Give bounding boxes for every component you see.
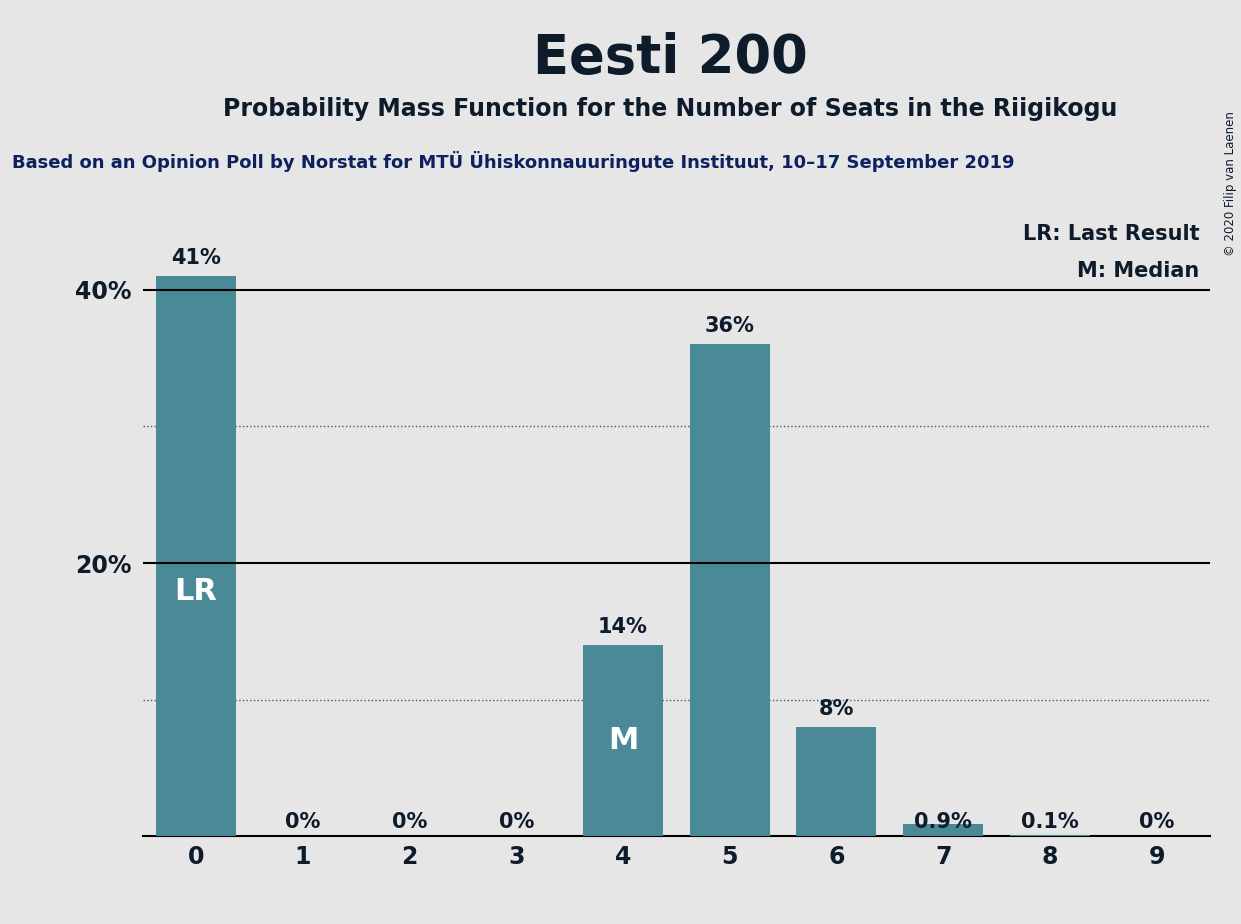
Text: 14%: 14%: [598, 617, 648, 637]
Text: LR: Last Result: LR: Last Result: [1023, 224, 1199, 244]
Bar: [156, 276, 236, 836]
Text: M: M: [608, 726, 638, 755]
Text: LR: LR: [175, 577, 217, 606]
Text: Probability Mass Function for the Number of Seats in the Riigikogu: Probability Mass Function for the Number…: [223, 97, 1117, 121]
Bar: [903, 824, 983, 836]
Bar: [797, 727, 876, 836]
Text: M: Median: M: Median: [1077, 261, 1199, 281]
Text: 0%: 0%: [392, 812, 427, 833]
Text: Eesti 200: Eesti 200: [532, 32, 808, 84]
Text: 36%: 36%: [705, 316, 755, 336]
Text: 0.1%: 0.1%: [1021, 812, 1078, 833]
Text: 0.9%: 0.9%: [915, 812, 972, 833]
Text: 0%: 0%: [1139, 812, 1174, 833]
Text: 8%: 8%: [819, 699, 854, 719]
Text: 0%: 0%: [285, 812, 320, 833]
Bar: [1010, 835, 1090, 836]
Bar: [690, 345, 769, 836]
Text: 41%: 41%: [171, 248, 221, 268]
Text: © 2020 Filip van Laenen: © 2020 Filip van Laenen: [1225, 111, 1237, 256]
Bar: [583, 645, 663, 836]
Text: Based on an Opinion Poll by Norstat for MTÜ Ühiskonnauuringute Instituut, 10–17 : Based on an Opinion Poll by Norstat for …: [12, 151, 1015, 172]
Text: 0%: 0%: [499, 812, 534, 833]
